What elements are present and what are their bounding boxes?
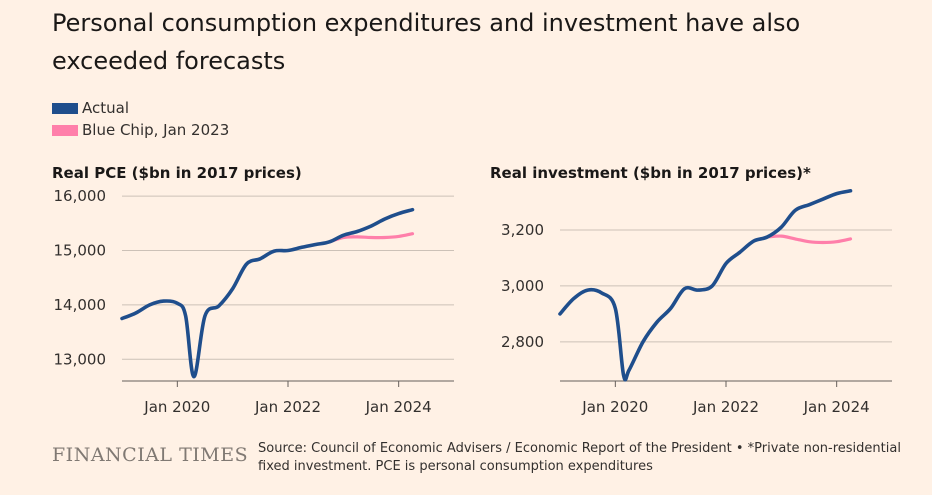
investment-x-tick-label: Jan 2024: [803, 398, 870, 416]
pce-forecast-line: [327, 232, 415, 244]
legend-item-actual: Actual: [52, 97, 229, 119]
pce-y-tick-label: 15,000: [54, 242, 107, 260]
investment-y-tick-label: 3,000: [501, 277, 544, 295]
ft-logo: FINANCIAL TIMES: [52, 444, 249, 466]
pce-x-tick-label: Jan 2022: [254, 398, 321, 416]
legend-swatch-forecast: [52, 124, 78, 136]
legend: Actual Blue Chip, Jan 2023: [52, 97, 229, 141]
pce-actual-line: [120, 207, 415, 379]
pce-x-tick-label: Jan 2024: [365, 398, 432, 416]
investment-x-tick-label: Jan 2022: [692, 398, 759, 416]
investment-x-tick-label: Jan 2020: [581, 398, 648, 416]
legend-label-actual: Actual: [82, 99, 129, 117]
pce-y-tick-label: 14,000: [54, 296, 107, 314]
investment-chart: 2,800 3,000 3,200 Jan 2020 Jan 2022 Jan 2024: [501, 189, 892, 416]
legend-item-forecast: Blue Chip, Jan 2023: [52, 119, 229, 141]
pce-chart-title: Real PCE ($bn in 2017 prices): [52, 164, 302, 182]
chart-title: Personal consumption expenditures and in…: [52, 9, 801, 75]
investment-y-tick-label: 2,800: [501, 333, 544, 351]
investment-y-tick-label: 3,200: [501, 221, 544, 239]
legend-swatch-actual: [52, 102, 78, 114]
investment-chart-title: Real investment ($bn in 2017 prices)*: [490, 164, 811, 182]
pce-y-tick-label: 16,000: [54, 187, 107, 205]
investment-actual-line: [558, 189, 853, 382]
legend-label-forecast: Blue Chip, Jan 2023: [82, 121, 230, 139]
source-note: Source: Council of Economic Advisers / E…: [258, 441, 901, 474]
pce-chart: 13,000 14,000 15,000 16,000 Jan 2020 Jan 2022…: [54, 187, 454, 416]
investment-forecast-line: [765, 234, 853, 245]
pce-x-tick-label: Jan 2020: [143, 398, 210, 416]
pce-y-tick-label: 13,000: [54, 350, 107, 368]
